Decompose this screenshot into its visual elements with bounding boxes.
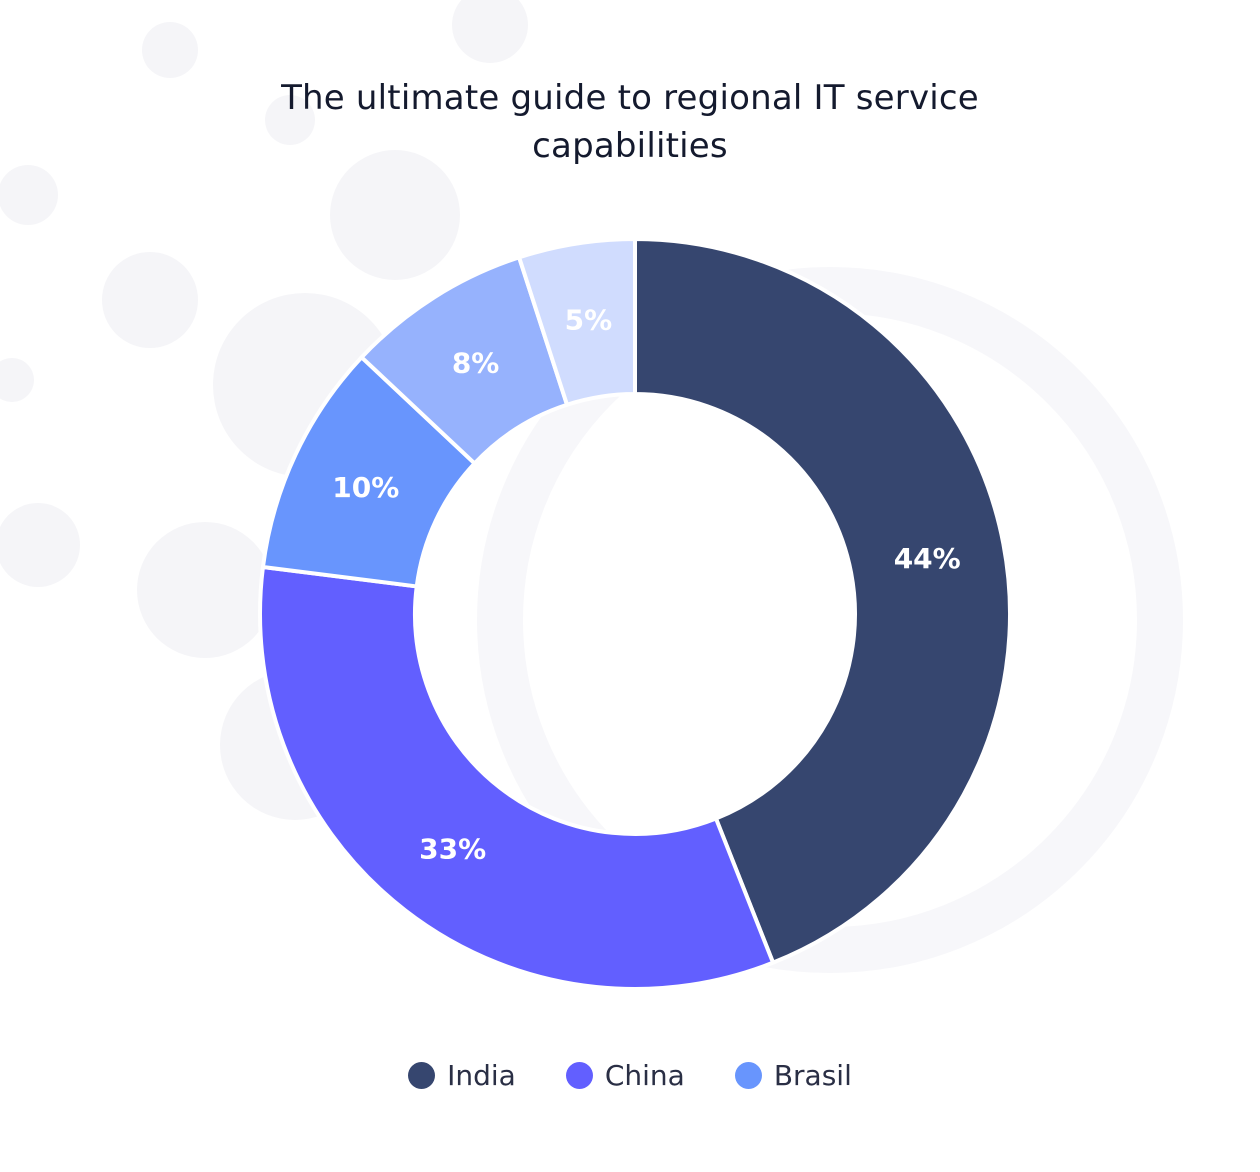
legend-swatch-icon <box>734 1061 762 1089</box>
legend-item-china[interactable]: China <box>565 1058 685 1092</box>
donut-slice[interactable] <box>516 236 637 408</box>
chart-title: The ultimate guide to regional IT servic… <box>281 78 979 166</box>
chart-legend: India China Brasil <box>0 1053 1260 1097</box>
slice-data-label: 44% <box>894 542 961 575</box>
legend-label: Brasil <box>773 1058 852 1092</box>
slice-data-label: 8% <box>452 346 500 379</box>
legend-item-india[interactable]: India <box>408 1059 516 1092</box>
legend-label: India <box>447 1058 516 1092</box>
legend-swatch-icon <box>565 1061 593 1089</box>
donut-slice[interactable] <box>258 564 776 991</box>
slice-data-label: 33% <box>419 833 486 866</box>
legend-item-brasil[interactable]: Brasil <box>734 1058 852 1092</box>
slice-data-label: 10% <box>332 471 399 504</box>
slice-data-label: 5% <box>565 304 613 337</box>
legend-swatch-icon <box>408 1061 436 1089</box>
legend-label: China <box>604 1058 685 1092</box>
donut-slice[interactable] <box>633 236 1012 966</box>
